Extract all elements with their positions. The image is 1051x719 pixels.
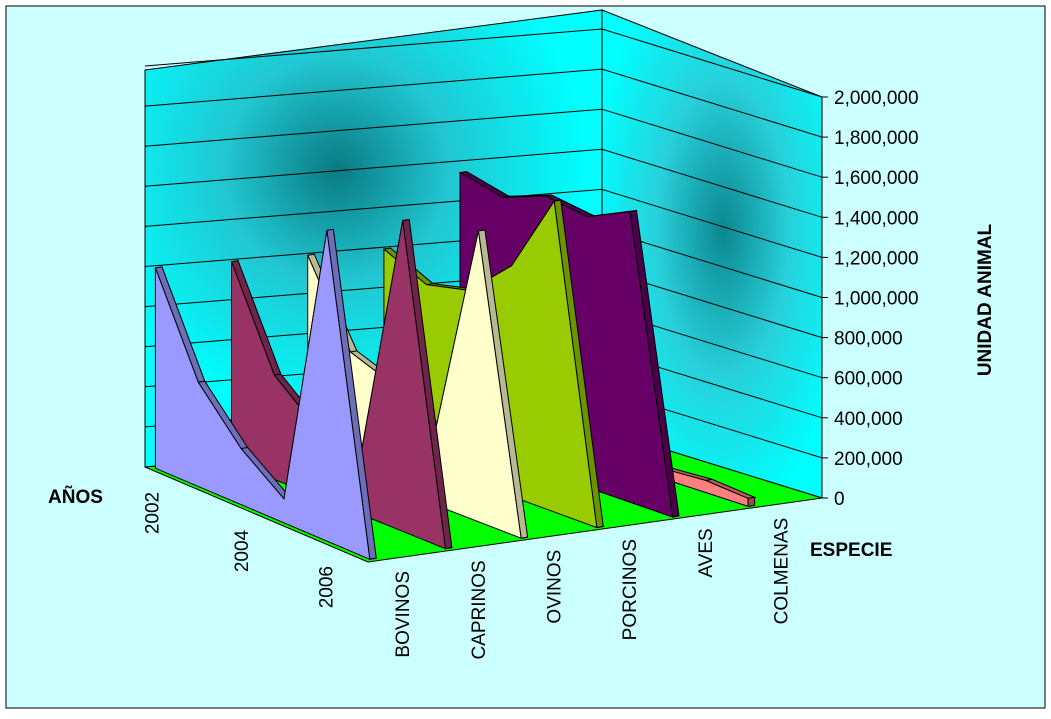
y-tick-label: 800,000: [834, 329, 903, 350]
x-axis-title: ESPECIE: [810, 540, 892, 561]
x-tick-label: PORCINOS: [620, 539, 641, 640]
series-end-cap: [596, 526, 604, 529]
y-tick-label: 0: [834, 489, 845, 510]
x-tick-label: COLMENAS: [772, 518, 793, 625]
y-tick-label: 1,600,000: [834, 168, 919, 189]
z-axis: 2002 2004 2006: [143, 492, 338, 608]
gridline: [144, 188, 823, 258]
x-tick-label: OVINOS: [545, 550, 566, 624]
x-tick-label: BOVINOS: [393, 571, 414, 658]
gridline: [144, 108, 823, 178]
x-axis: BOVINOS CAPRINOS OVINOS PORCINOS AVES COLMENA…: [393, 518, 792, 660]
series-caprinos: [230, 218, 453, 550]
y-tick-label: 1,000,000: [834, 289, 919, 310]
series-bovinos: [154, 228, 377, 561]
series-end-cap: [521, 536, 528, 539]
series-end-cap: [445, 547, 452, 550]
z-tick-label: 2006: [317, 566, 338, 608]
y-axis: 0 200,000 400,000 600,000 800,000 1,000,000 1,…: [821, 88, 919, 510]
y-tick-label: 400,000: [834, 409, 903, 430]
series-end-cap: [369, 557, 377, 560]
series-area: [154, 230, 371, 561]
y-tick-label: 200,000: [834, 449, 903, 470]
z-tick-label: 2002: [143, 492, 164, 534]
y-tick-label: 1,400,000: [834, 208, 919, 229]
z-tick-label: 2004: [232, 529, 253, 572]
series-end-cap: [672, 515, 680, 518]
y-tick-label: 1,800,000: [834, 128, 919, 149]
y-tick-label: 2,000,000: [834, 88, 919, 109]
y-axis-title: UNIDAD ANIMAL: [975, 223, 996, 376]
series-layer: [154, 170, 757, 561]
x-tick-label: CAPRINOS: [469, 560, 490, 659]
z-axis-title: AÑOS: [48, 486, 103, 508]
y-tick-label: 600,000: [834, 369, 903, 390]
gridline: [144, 28, 823, 98]
series-end-cap: [747, 496, 756, 507]
y-tick-label: 1,200,000: [834, 248, 919, 269]
gridline: [144, 68, 823, 138]
gridline: [144, 148, 823, 218]
x-tick-label: AVES: [696, 528, 717, 577]
